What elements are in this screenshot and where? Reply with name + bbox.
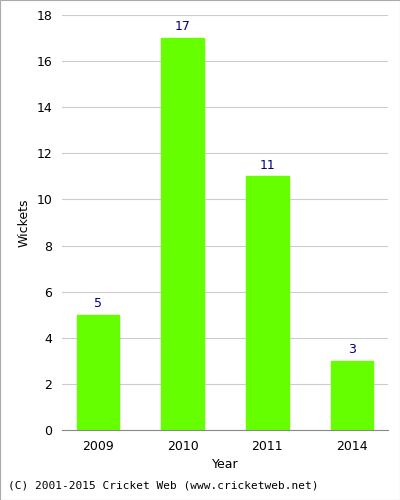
- Text: 17: 17: [175, 20, 190, 34]
- Text: (C) 2001-2015 Cricket Web (www.cricketweb.net): (C) 2001-2015 Cricket Web (www.cricketwe…: [8, 480, 318, 490]
- Bar: [246, 176, 288, 430]
- Text: 11: 11: [260, 159, 275, 172]
- X-axis label: Year: Year: [212, 458, 238, 471]
- Y-axis label: Wickets: Wickets: [18, 198, 31, 246]
- Bar: [331, 361, 373, 430]
- Text: 5: 5: [94, 297, 102, 310]
- Bar: [77, 314, 119, 430]
- Text: 3: 3: [348, 343, 356, 356]
- Bar: [162, 38, 204, 430]
